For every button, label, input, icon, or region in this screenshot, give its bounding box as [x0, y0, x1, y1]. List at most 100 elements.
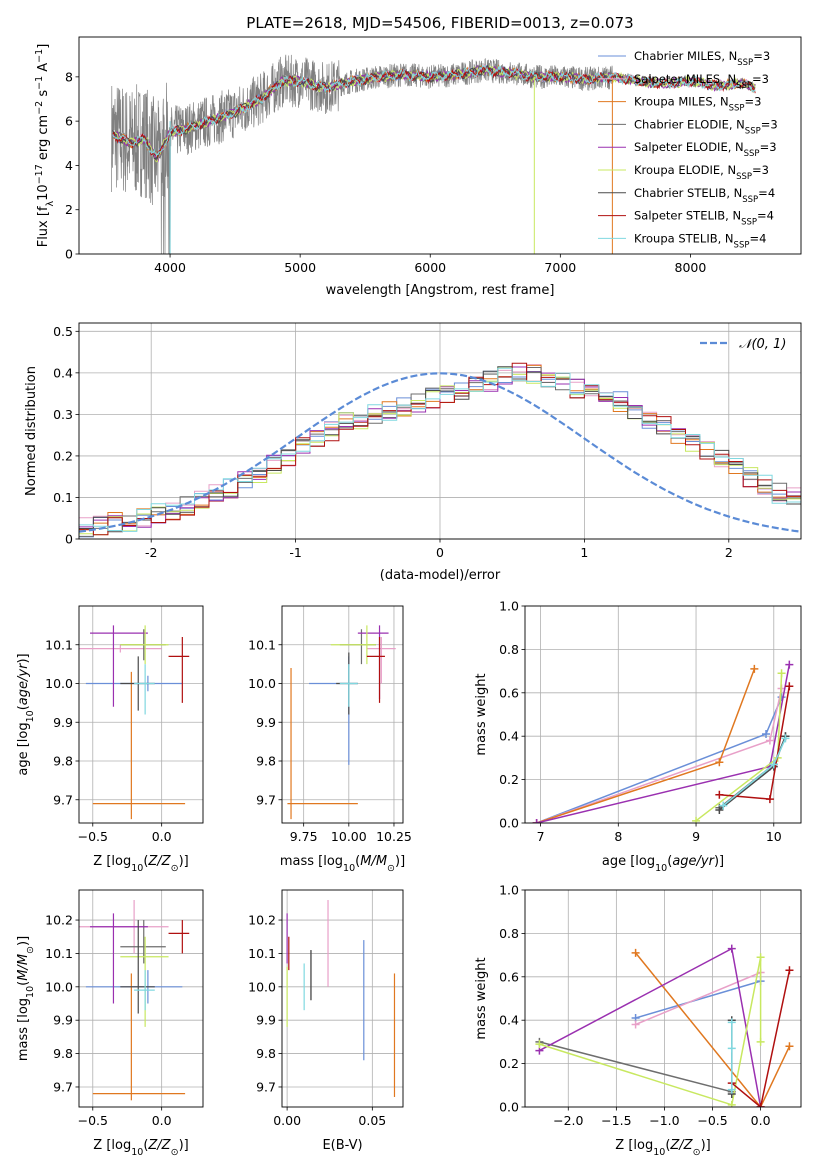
label-part: )] [395, 854, 405, 869]
mass-vs-ebv-frame [281, 889, 404, 1108]
mass-weight-marker [715, 758, 724, 767]
label-part: −1 [34, 49, 45, 63]
legend-label: Chabrier ELODIE, NSSP=3 [634, 117, 778, 136]
age-vs-mass-xlabel: mass [log10(M/M⊙)] [280, 854, 405, 874]
legend-sub: SSP [745, 126, 761, 136]
y-tick-label: 9.8 [53, 1046, 73, 1061]
chart-title: PLATE=2618, MJD=54506, FIBERID=0013, z=0… [246, 14, 633, 32]
mass-weight-marker [727, 1085, 736, 1094]
spectrum-plot-area [111, 54, 756, 254]
legend-sep: , N [729, 117, 745, 131]
error-bar-point [366, 637, 385, 703]
y-tick-label: 0.4 [499, 1013, 519, 1028]
x-tick-label: 10 [766, 829, 782, 844]
y-tick-label: 0.1 [53, 490, 73, 505]
x-tick-label: −1.5 [601, 1113, 631, 1128]
label-part: ( [16, 981, 31, 986]
label-part: ( [143, 854, 148, 869]
x-tick-label: 0.0 [751, 1113, 771, 1128]
label-part: Flux [f [36, 206, 51, 247]
legend-count: 4 [768, 186, 775, 200]
mass-weight-marker [532, 819, 541, 823]
weight-vs-Z-xlabel: Z [log10(Z/Z⊙)] [615, 1138, 710, 1158]
mass-vs-ebv-plot-area [286, 900, 396, 1097]
y-axis-label: Normed distribution [24, 366, 39, 496]
label-part: Z [log [615, 1138, 653, 1153]
label-part: Z/Z [147, 854, 171, 869]
legend-label: 𝒩(0, 1) [739, 337, 786, 352]
error-bar-point [287, 668, 358, 820]
x-tick-label: 8000 [675, 260, 707, 275]
mass-weight-marker [715, 805, 724, 814]
mass-weight-marker [765, 736, 774, 745]
label-part: −2 [34, 101, 45, 115]
x-tick-label: −0.5 [78, 829, 108, 844]
mass-vs-Z-frame [78, 889, 204, 1108]
label-part: 10 [36, 184, 51, 201]
legend-sep: , N [720, 163, 736, 177]
mass-weight-marker [631, 948, 640, 957]
label-part: mass [log [280, 854, 343, 869]
mass-weight-marker [756, 1103, 765, 1107]
x-tick-label: 7 [537, 829, 545, 844]
label-part: age [log [16, 722, 31, 775]
x-tick-label: 7000 [544, 260, 576, 275]
y-tick-label: 10.2 [45, 913, 73, 928]
label-part: )] [16, 653, 31, 663]
y-tick-label: 0.0 [499, 816, 519, 831]
mass-weight-marker [765, 795, 774, 804]
label-part: )] [179, 854, 189, 869]
error-bar-point [168, 920, 190, 954]
label-part: 10 [25, 710, 36, 722]
label-part: )] [701, 1138, 711, 1153]
residuals-frame [78, 322, 802, 540]
label-part: age/yr [16, 662, 31, 705]
mass-weight-marker [785, 660, 794, 669]
y-tick-label: 8 [65, 69, 73, 84]
mass-weight-marker [750, 664, 759, 673]
x-tick-label: 6000 [414, 260, 446, 275]
y-tick-label: 0.8 [499, 642, 519, 657]
legend-sub: SSP [737, 58, 753, 68]
legend-model-name: Chabrier STELIB [634, 186, 726, 200]
legend-label: Chabrier STELIB, NSSP=4 [634, 186, 775, 205]
legend-sub: SSP [729, 104, 745, 114]
age-vs-mass-frame [281, 605, 404, 824]
mass-weight-marker [535, 1040, 544, 1049]
x-tick-label: 1 [580, 545, 588, 560]
x-tick-label: 0.00 [273, 1113, 301, 1128]
legend-model-name: Kroupa ELODIE [634, 163, 720, 177]
model-spectrum-line [112, 65, 756, 158]
y-tick-label: 10.2 [248, 913, 276, 928]
legend-label: Salpeter MILES, NSSP=3 [634, 72, 769, 91]
legend-sep: , N [725, 209, 741, 223]
label-part: ( [665, 1138, 670, 1153]
y-tick-label: 0.2 [499, 772, 519, 787]
y-tick-label: 4 [65, 158, 73, 173]
x-tick-label: −1.0 [649, 1113, 679, 1128]
y-tick-label: 9.7 [53, 792, 73, 807]
label-part: −1 [34, 76, 45, 90]
label-part: mass [log [16, 998, 31, 1061]
x-tick-label: 2 [725, 545, 733, 560]
x-tick-label: 8 [614, 829, 622, 844]
legend-model-name: Chabrier MILES [634, 49, 721, 63]
x-tick-label: -2 [145, 545, 157, 560]
y-tick-label: 0.0 [499, 1100, 519, 1115]
y-tick-label: 0.8 [499, 926, 519, 941]
legend-eq: = [752, 163, 762, 177]
label-part: 10 [25, 986, 36, 998]
mass-weight-line [635, 980, 761, 1019]
y-tick-label: 0.2 [499, 1056, 519, 1071]
legend-sep: , N [713, 95, 729, 109]
label-part: Z/Z [147, 1138, 171, 1153]
label-part: )] [714, 854, 724, 869]
legend-model-name: Salpeter ELODIE [634, 140, 728, 154]
x-tick-label: 10.00 [331, 829, 367, 844]
legend-model-name: Chabrier ELODIE [634, 117, 729, 131]
y-tick-label: 9.9 [256, 1013, 276, 1028]
y-tick-label: 10.0 [45, 676, 73, 691]
y-tick-label: 10.0 [248, 676, 276, 691]
mass-weight-line [539, 957, 762, 1106]
